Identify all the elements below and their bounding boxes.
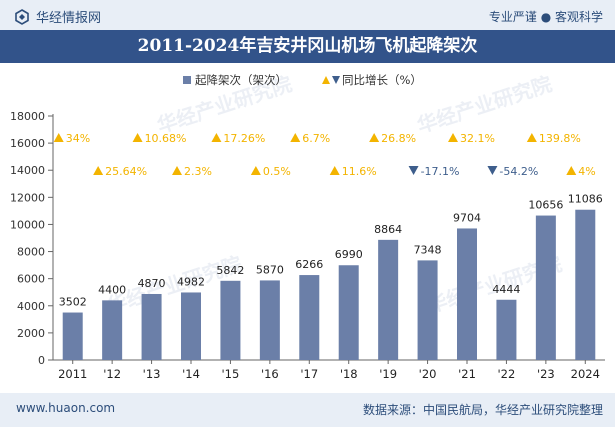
- growth-label-12: 139.8%: [539, 132, 581, 145]
- growth-label-8: 26.8%: [381, 132, 416, 145]
- legend-swatch-up-triangle: [322, 76, 330, 84]
- bar-17: [299, 275, 320, 360]
- growth-marker-11: [487, 166, 498, 175]
- legend-swatch-down-triangle: [332, 76, 340, 84]
- footer: www.huaon.com 数据来源：中国民航局，华经产业研究院整理: [0, 393, 615, 427]
- growth-label-5: 0.5%: [263, 165, 291, 178]
- y-tick-label-7: 14000: [10, 164, 45, 177]
- x-tick-label-6: '17: [300, 367, 318, 381]
- y-tick-label-9: 18000: [10, 110, 45, 123]
- x-tick-label-1: '12: [103, 367, 121, 381]
- data-source: 数据来源：中国民航局，华经产业研究院整理: [362, 403, 603, 417]
- growth-marker-4: [211, 133, 222, 142]
- growth-label-6: 6.7%: [302, 132, 330, 145]
- growth-marker-12: [526, 133, 537, 142]
- x-tick-label-0: 2011: [58, 367, 87, 381]
- brand-name: 华经情报网: [36, 11, 102, 26]
- bar-value-label-10: 9704: [453, 211, 481, 224]
- x-tick-label-5: '16: [261, 367, 279, 381]
- growth-marker-9: [408, 166, 419, 175]
- growth-label-7: 11.6%: [342, 165, 377, 178]
- bar-21: [457, 228, 477, 360]
- bar-value-label-7: 6990: [335, 248, 363, 261]
- legend-label-bars: 起降架次（架次）: [195, 73, 287, 87]
- growth-label-0: 34%: [66, 132, 90, 145]
- bar-value-label-11: 4444: [492, 283, 520, 296]
- growth-label-11: -54.2%: [499, 165, 538, 178]
- bar-15: [220, 280, 241, 360]
- growth-marker-7: [329, 166, 340, 175]
- bar-2024: [575, 209, 596, 360]
- x-tick-label-8: '19: [379, 367, 397, 381]
- y-tick-label-8: 16000: [10, 137, 45, 150]
- x-tick-label-10: '21: [458, 367, 476, 381]
- bar-value-label-6: 6266: [295, 258, 323, 271]
- bar-2011: [62, 312, 83, 360]
- growth-label-2: 10.68%: [145, 132, 187, 145]
- bar-14: [181, 292, 201, 360]
- growth-marker-0: [53, 133, 64, 142]
- x-tick-label-11: '22: [498, 367, 516, 381]
- growth-marker-10: [448, 133, 458, 142]
- y-tick-label-2: 4000: [17, 300, 45, 313]
- growth-marker-8: [369, 133, 380, 142]
- bar-16: [259, 280, 280, 360]
- bar-value-label-8: 8864: [374, 223, 402, 236]
- x-tick-label-2: '13: [143, 367, 161, 381]
- growth-marker-2: [132, 133, 143, 142]
- legend-label-growth: 同比增长（%）: [342, 73, 422, 87]
- brand-logo-icon: [15, 8, 29, 25]
- footer-url: www.huaon.com: [16, 401, 116, 415]
- tagline: 专业严谨 ● 客观科学: [488, 10, 603, 24]
- x-tick-label-7: '18: [340, 367, 358, 381]
- bar-22: [496, 299, 517, 360]
- bar-18: [338, 265, 359, 360]
- bar-19: [378, 239, 399, 360]
- bar-23: [535, 215, 556, 360]
- y-tick-label-6: 12000: [10, 191, 45, 204]
- x-tick-label-9: '20: [419, 367, 437, 381]
- bar-value-label-1: 4400: [98, 283, 126, 296]
- y-tick-label-5: 10000: [10, 218, 45, 231]
- x-tick-label-12: '23: [537, 367, 555, 381]
- y-tick-label-0: 0: [38, 354, 45, 367]
- x-tick-label-13: 2024: [571, 367, 600, 381]
- top-bar: 华经情报网 专业严谨 ● 客观科学: [0, 0, 615, 30]
- bar-12: [102, 300, 123, 360]
- bar-value-label-3: 4982: [177, 275, 205, 288]
- bar-value-label-4: 5842: [216, 264, 244, 277]
- growth-marker-1: [93, 166, 104, 175]
- growth-label-3: 2.3%: [184, 165, 212, 178]
- x-tick-label-3: '14: [182, 367, 200, 381]
- bar-value-label-2: 4870: [138, 277, 166, 290]
- growth-marker-6: [290, 133, 301, 142]
- y-tick-label-3: 6000: [17, 273, 45, 286]
- bar-value-label-5: 5870: [256, 263, 284, 276]
- bar-value-label-9: 7348: [414, 243, 442, 256]
- legend-swatch-bars: [183, 76, 191, 84]
- watermark-1: 华经产业研究院: [414, 72, 555, 138]
- bar-value-label-0: 3502: [59, 296, 87, 309]
- bar-value-label-13: 11086: [568, 193, 603, 206]
- chart-title: 2011-2024年吉安井冈山机场飞机起降架次: [0, 30, 615, 63]
- bar-20: [417, 260, 438, 360]
- y-tick-label-1: 2000: [17, 327, 45, 340]
- growth-label-13: 4%: [578, 165, 595, 178]
- growth-marker-13: [566, 166, 577, 175]
- growth-label-4: 17.26%: [223, 132, 265, 145]
- growth-label-1: 25.64%: [105, 165, 147, 178]
- bar-13: [141, 293, 162, 360]
- growth-marker-3: [172, 166, 182, 175]
- bar-value-label-12: 10656: [528, 199, 563, 212]
- brand: 华经情报网: [14, 7, 101, 26]
- growth-marker-5: [250, 166, 261, 175]
- x-tick-label-4: '15: [222, 367, 240, 381]
- y-tick-label-4: 8000: [17, 246, 45, 259]
- growth-label-10: 32.1%: [460, 132, 495, 145]
- growth-label-9: -17.1%: [421, 165, 460, 178]
